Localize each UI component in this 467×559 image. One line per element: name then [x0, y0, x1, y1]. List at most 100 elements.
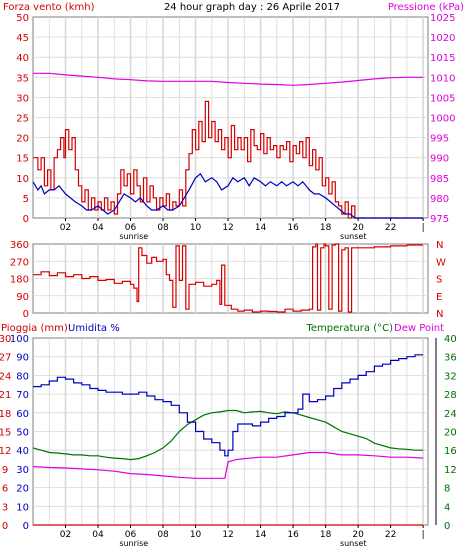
humidity-tick-label: 90 [16, 353, 29, 364]
humidity-tick-label: 20 [16, 484, 29, 495]
y-right-tick-label: 1010 [430, 73, 455, 84]
humidity-tick-label: 100 [10, 334, 29, 345]
rain-tick-label: 9 [2, 465, 8, 476]
dew-point-line [32, 451, 424, 479]
y-right-tick-label: 990 [430, 154, 449, 165]
direction-compass-label: N [436, 309, 443, 320]
x-tick-label: 18 [320, 223, 332, 233]
rain-tick-label: 21 [0, 390, 11, 401]
humidity-line [33, 354, 424, 457]
rain-tick-label: 0 [2, 521, 8, 532]
sunset-label: sunset [340, 539, 367, 548]
temperature-tick-label: 24 [444, 409, 457, 420]
x-tick-label: | [422, 530, 425, 540]
humidity-tick-label: 0 [23, 521, 29, 532]
sunrise-label: sunrise [119, 539, 148, 548]
chart-title: 24 hour graph day : 26 Aprile 2017 [164, 2, 340, 13]
y-left-tick-label: 40 [16, 53, 29, 64]
temperature-axis-title: Temperatura (°C) [305, 323, 393, 334]
direction-degree-label: 0 [23, 309, 29, 320]
x-tick-label: 14 [255, 530, 267, 540]
temperature-tick-label: 28 [444, 390, 457, 401]
temperature-tick-label: 4 [444, 502, 450, 513]
wind-direction-line [33, 243, 424, 313]
rain-tick-label: 3 [2, 502, 8, 513]
humidity-tick-label: 30 [16, 465, 29, 476]
y-right-tick-label: 1000 [430, 114, 455, 125]
sunset-label: sunset [340, 232, 367, 241]
x-tick-label: 06 [125, 530, 137, 540]
x-tick-label: 12 [222, 530, 233, 540]
dew-point-axis-title: Dew Point [394, 323, 444, 334]
sunrise-label: sunrise [119, 232, 148, 241]
wind-average-line [32, 172, 424, 219]
x-tick-label: 18 [320, 530, 332, 540]
y-left-tick-label: 10 [16, 174, 29, 185]
wind-axis-title: Forza vento (kmh) [3, 2, 95, 13]
direction-compass-label: E [436, 292, 442, 303]
rain-tick-label: 12 [0, 446, 11, 457]
x-tick-label: 02 [60, 530, 71, 540]
rain-tick-label: 15 [0, 428, 11, 439]
temperature-tick-label: 36 [444, 353, 457, 364]
humidity-tick-label: 10 [16, 502, 29, 513]
x-tick-label: 20 [352, 530, 364, 540]
y-left-tick-label: 5 [23, 194, 29, 205]
rain-tick-label: 30 [0, 334, 11, 345]
y-left-tick-label: 25 [16, 114, 29, 125]
direction-compass-label: S [436, 275, 442, 286]
humidity-tick-label: 80 [16, 371, 29, 382]
y-right-tick-label: 1025 [430, 13, 455, 24]
y-left-tick-label: 15 [16, 154, 29, 165]
pressure-axis-title: Pressione (kPa) [388, 2, 464, 13]
y-right-tick-label: 980 [430, 194, 449, 205]
direction-degree-label: 90 [16, 292, 29, 303]
y-right-tick-label: 995 [430, 134, 449, 145]
direction-degree-label: 270 [10, 257, 29, 268]
rain-axis-title: Pioggia (mm) [1, 323, 68, 334]
humidity-axis-title: Umidita % [68, 323, 120, 334]
x-tick-label: 08 [157, 223, 169, 233]
humidity-tick-label: 50 [16, 428, 29, 439]
direction-compass-label: N [436, 240, 443, 251]
rain-tick-label: 24 [0, 371, 11, 382]
x-tick-label: 10 [190, 530, 202, 540]
rain-tick-label: 18 [0, 409, 11, 420]
x-tick-label: 22 [385, 530, 396, 540]
temperature-line [32, 409, 424, 461]
temperature-tick-label: 16 [444, 446, 457, 457]
y-right-tick-label: 975 [430, 214, 449, 225]
rain-tick-label: 27 [0, 353, 11, 364]
rain-tick-label: 6 [2, 484, 8, 495]
x-tick-label: 16 [287, 530, 299, 540]
x-tick-label: 20 [352, 223, 364, 233]
direction-compass-label: W [436, 257, 446, 268]
y-right-tick-label: 1020 [430, 33, 455, 44]
y-left-tick-label: 45 [16, 33, 29, 44]
x-tick-label: | [422, 223, 425, 233]
temperature-tick-label: 40 [444, 334, 457, 345]
humidity-tick-label: 70 [16, 390, 29, 401]
y-right-tick-label: 1015 [430, 53, 455, 64]
x-tick-label: 10 [190, 223, 202, 233]
x-tick-label: 22 [385, 223, 396, 233]
wind-gust-line [33, 100, 424, 219]
temperature-tick-label: 12 [444, 465, 457, 476]
y-left-tick-label: 30 [16, 93, 29, 104]
y-right-tick-label: 1005 [430, 93, 455, 104]
x-tick-label: 04 [92, 223, 104, 233]
humidity-tick-label: 60 [16, 409, 29, 420]
x-tick-label: 08 [157, 530, 169, 540]
x-tick-label: 12 [222, 223, 233, 233]
x-tick-label: 16 [287, 223, 299, 233]
y-right-tick-label: 985 [430, 174, 449, 185]
temperature-tick-label: 20 [444, 428, 457, 439]
temperature-tick-label: 32 [444, 371, 457, 382]
y-left-tick-label: 0 [23, 214, 29, 225]
humidity-tick-label: 40 [16, 446, 29, 457]
y-left-tick-label: 20 [16, 134, 29, 145]
x-tick-label: 06 [125, 223, 137, 233]
temperature-tick-label: 0 [444, 521, 450, 532]
direction-degree-label: 360 [10, 240, 29, 251]
